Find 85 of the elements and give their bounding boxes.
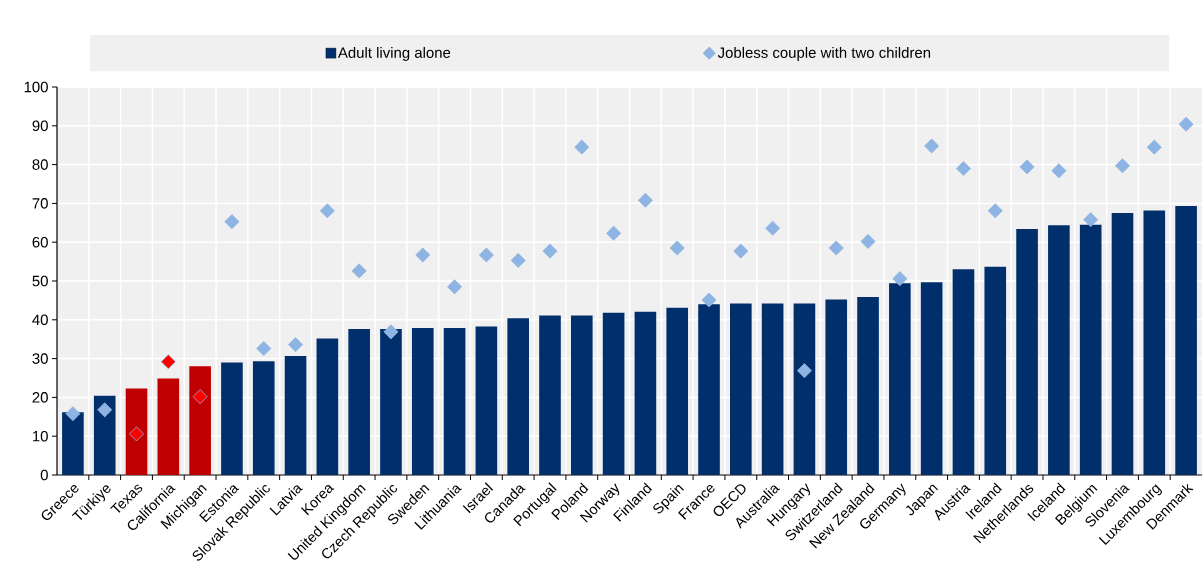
point xyxy=(1115,158,1130,174)
y-tick-label: 90 xyxy=(32,120,48,132)
y-tick-label: 40 xyxy=(32,314,48,326)
point xyxy=(1178,116,1194,132)
bar xyxy=(698,304,720,475)
bar xyxy=(952,269,975,475)
y-tick-label: 80 xyxy=(32,159,48,170)
bar xyxy=(284,355,307,475)
bar xyxy=(189,366,211,475)
point xyxy=(733,243,749,259)
bar xyxy=(634,311,657,475)
point xyxy=(796,363,812,379)
point xyxy=(669,240,685,256)
point xyxy=(383,324,399,340)
point xyxy=(1146,139,1162,155)
bar xyxy=(1048,225,1070,475)
point xyxy=(860,233,876,249)
bar xyxy=(730,303,752,475)
point xyxy=(129,426,144,442)
legend-label: Adult living alone xyxy=(337,46,451,61)
point xyxy=(192,389,208,405)
bar xyxy=(793,303,816,475)
bar xyxy=(93,395,116,475)
bar xyxy=(252,361,275,475)
point xyxy=(574,139,590,155)
bar xyxy=(666,307,689,475)
bar xyxy=(380,329,402,475)
bar xyxy=(221,362,243,475)
bar xyxy=(475,326,498,475)
bar xyxy=(570,315,593,475)
bar xyxy=(1016,229,1038,475)
y-tick-label: 10 xyxy=(33,430,48,442)
bar xyxy=(507,318,529,475)
bar xyxy=(761,303,784,475)
point xyxy=(415,247,431,263)
point xyxy=(1051,163,1067,179)
bar xyxy=(1143,210,1166,475)
legend-label: Jobless couple with two children xyxy=(717,46,931,61)
point xyxy=(1083,212,1099,228)
bar xyxy=(1175,206,1197,475)
bar xyxy=(857,296,879,475)
bar xyxy=(1111,213,1134,475)
point xyxy=(637,192,653,208)
point xyxy=(828,240,844,256)
bar xyxy=(984,266,1007,475)
point xyxy=(892,271,908,287)
bar xyxy=(1079,224,1102,475)
point xyxy=(97,402,113,418)
bar xyxy=(889,283,911,475)
bar xyxy=(602,312,625,475)
y-tick-label: 20 xyxy=(32,392,48,403)
y-tick-label: 100 xyxy=(24,81,48,93)
point xyxy=(447,279,463,295)
bar xyxy=(62,412,84,475)
y-tick-label: 70 xyxy=(32,198,48,209)
bar xyxy=(316,338,339,475)
point xyxy=(1019,159,1035,175)
point xyxy=(288,337,304,353)
point xyxy=(256,341,272,356)
bar xyxy=(125,388,148,475)
y-tick-label: 60 xyxy=(32,236,48,248)
y-tick-label: 30 xyxy=(32,353,48,364)
point xyxy=(478,247,494,263)
bar xyxy=(443,327,466,475)
point xyxy=(224,214,240,230)
point xyxy=(987,203,1003,219)
point xyxy=(319,203,335,219)
bar xyxy=(157,378,180,475)
point xyxy=(701,292,717,308)
bar xyxy=(348,329,370,475)
bar xyxy=(825,299,848,475)
point xyxy=(924,138,940,154)
y-tick-label: 50 xyxy=(32,275,48,287)
bar xyxy=(539,315,561,475)
point xyxy=(765,220,781,236)
point xyxy=(542,243,558,259)
point xyxy=(510,252,526,268)
point xyxy=(606,225,622,241)
point xyxy=(955,161,971,176)
bar xyxy=(920,282,943,475)
point xyxy=(160,354,176,370)
y-tick-label: 0 xyxy=(40,469,48,481)
point xyxy=(351,263,367,279)
point xyxy=(65,406,81,422)
bar xyxy=(411,327,434,475)
